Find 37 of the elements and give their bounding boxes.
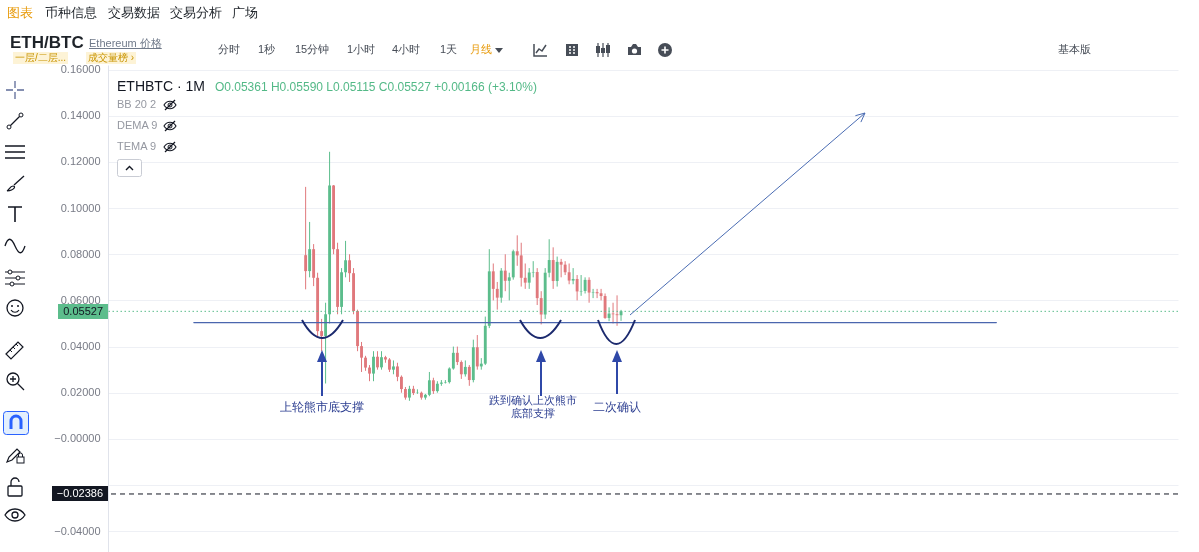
text: Ethereum 价格: [89, 37, 162, 51]
ref-line-label: −0.02386: [51, 486, 108, 502]
text: 月线: [470, 43, 492, 57]
ref-line-label: 0.05527: [58, 303, 108, 319]
text: 交易数据: [108, 5, 160, 21]
text: 1秒: [258, 43, 276, 57]
text: 图表: [7, 5, 33, 21]
annotation: TEMA 9: [117, 140, 157, 154]
text: ETHBTC · 1M: [117, 78, 205, 94]
y-tick-label: 0.10000: [60, 201, 101, 214]
annotation: DEMA 9: [117, 119, 158, 133]
text: 广场: [232, 5, 258, 21]
annotation: BB 20 2: [117, 98, 157, 112]
text: 币种信息: [45, 5, 97, 21]
text: 一层/二层...: [13, 52, 69, 64]
text: 15分钟: [295, 43, 330, 57]
text: O0.05361 H0.05590 L0.05115 C0.05527 +0.00166 (+3.10%): [214, 80, 537, 94]
text: 1小时: [347, 43, 376, 57]
text: ETH/BTC: [10, 33, 84, 53]
text: 4小时: [392, 43, 421, 57]
text: 1天: [440, 43, 458, 57]
text: 成交量榜 ›: [86, 52, 137, 64]
y-tick-label: 0.02000: [60, 386, 101, 399]
y-tick-label: 0.06000: [60, 293, 101, 306]
y-tick-label: 0.14000: [60, 109, 101, 122]
y-tick-label: −0.00000: [54, 432, 101, 445]
y-tick-label: 0.16000: [60, 63, 101, 76]
y-tick-label: 0.04000: [60, 340, 101, 353]
annotation: 上轮熊市底支撑: [280, 400, 364, 415]
text: 基本版: [1058, 43, 1091, 57]
annotation: 跌到确认上次熊市底部支撑: [488, 394, 578, 421]
y-tick-label: 0.12000: [60, 155, 101, 168]
text: 交易分析: [170, 5, 222, 21]
text: 分时: [218, 43, 240, 57]
y-tick-label: −0.04000: [54, 524, 101, 537]
annotation: 二次确认: [593, 400, 641, 415]
y-tick-label: 0.08000: [60, 247, 101, 260]
